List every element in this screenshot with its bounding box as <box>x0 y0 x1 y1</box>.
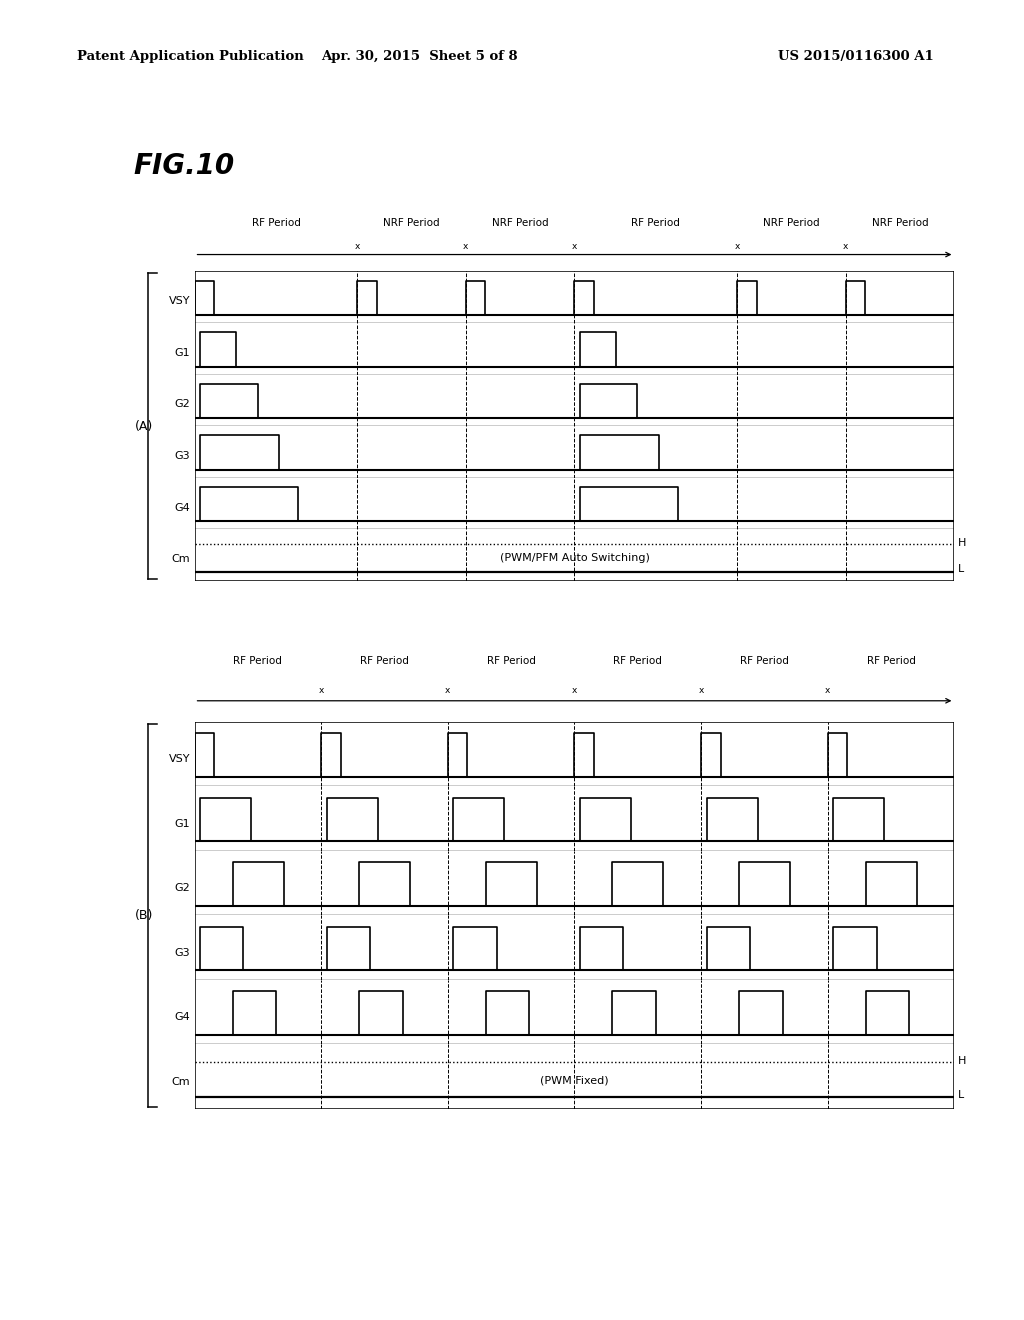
Text: G2: G2 <box>175 883 190 894</box>
Text: RF Period: RF Period <box>866 656 915 665</box>
Text: RF Period: RF Period <box>486 656 536 665</box>
Text: US 2015/0116300 A1: US 2015/0116300 A1 <box>778 50 934 63</box>
Text: x: x <box>354 242 360 251</box>
Text: x: x <box>825 686 830 694</box>
Text: VSY: VSY <box>169 296 190 306</box>
Text: Patent Application Publication: Patent Application Publication <box>77 50 303 63</box>
Text: G3: G3 <box>175 948 190 958</box>
Text: G2: G2 <box>175 400 190 409</box>
Text: Cm: Cm <box>172 554 190 564</box>
Text: NRF Period: NRF Period <box>383 218 440 228</box>
Text: RF Period: RF Period <box>613 656 663 665</box>
Text: NRF Period: NRF Period <box>871 218 929 228</box>
Text: L: L <box>957 1089 964 1100</box>
Text: RF Period: RF Period <box>233 656 283 665</box>
Text: x: x <box>698 686 703 694</box>
Text: (B): (B) <box>135 908 154 921</box>
Text: VSY: VSY <box>169 754 190 764</box>
Text: (PWM/PFM Auto Switching): (PWM/PFM Auto Switching) <box>500 553 649 564</box>
Text: G4: G4 <box>175 1012 190 1022</box>
Text: Apr. 30, 2015  Sheet 5 of 8: Apr. 30, 2015 Sheet 5 of 8 <box>322 50 518 63</box>
Text: x: x <box>445 686 451 694</box>
Text: RF Period: RF Period <box>740 656 788 665</box>
Text: x: x <box>571 242 578 251</box>
Text: G3: G3 <box>175 451 190 461</box>
Text: Cm: Cm <box>172 1077 190 1086</box>
Text: x: x <box>463 242 469 251</box>
Text: NRF Period: NRF Period <box>763 218 820 228</box>
Text: L: L <box>957 565 964 574</box>
Text: G1: G1 <box>175 348 190 358</box>
Text: RF Period: RF Period <box>360 656 409 665</box>
Text: FIG.10: FIG.10 <box>133 152 234 180</box>
Text: G4: G4 <box>175 503 190 512</box>
Text: x: x <box>734 242 740 251</box>
Text: NRF Period: NRF Period <box>492 218 549 228</box>
Text: RF Period: RF Period <box>252 218 300 228</box>
Text: (A): (A) <box>135 420 154 433</box>
Text: x: x <box>318 686 324 694</box>
Text: x: x <box>571 686 578 694</box>
Text: G1: G1 <box>175 818 190 829</box>
Text: RF Period: RF Period <box>632 218 680 228</box>
Text: H: H <box>957 1056 966 1067</box>
Text: H: H <box>957 537 966 548</box>
Text: x: x <box>843 242 849 251</box>
Text: (PWM Fixed): (PWM Fixed) <box>540 1076 609 1085</box>
